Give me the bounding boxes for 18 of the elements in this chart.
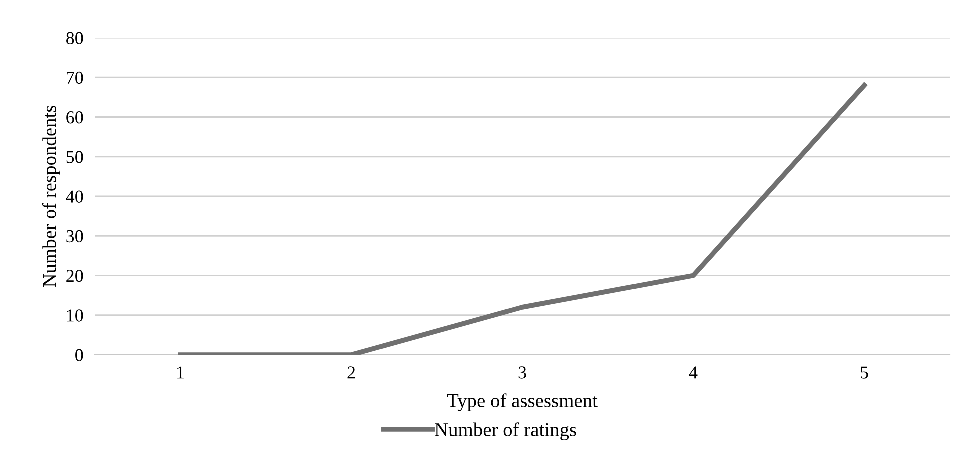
y-tick-label: 60 — [66, 112, 84, 124]
x-tick-label: 1 — [178, 366, 184, 379]
x-tick-label: 3 — [518, 366, 526, 379]
y-tick-label: 20 — [66, 270, 84, 282]
y-axis-title: Number of respondents — [42, 106, 60, 288]
y-tick-label: 0 — [76, 349, 84, 362]
y-tick-label: 80 — [66, 32, 84, 44]
x-tick-label: 4 — [689, 366, 698, 379]
y-tick-label: 10 — [67, 310, 84, 322]
y-tick-label: 30 — [66, 230, 84, 243]
line-series — [178, 83, 867, 355]
x-axis-title: Type of assessment — [447, 394, 598, 412]
legend-label: Number of ratings — [435, 422, 576, 440]
y-tick-label: 40 — [66, 190, 84, 203]
x-tick-label: 2 — [348, 366, 356, 379]
y-tick-label: 70 — [67, 72, 84, 84]
x-tick-label: 5 — [861, 366, 868, 379]
y-tick-label: 50 — [66, 151, 84, 164]
